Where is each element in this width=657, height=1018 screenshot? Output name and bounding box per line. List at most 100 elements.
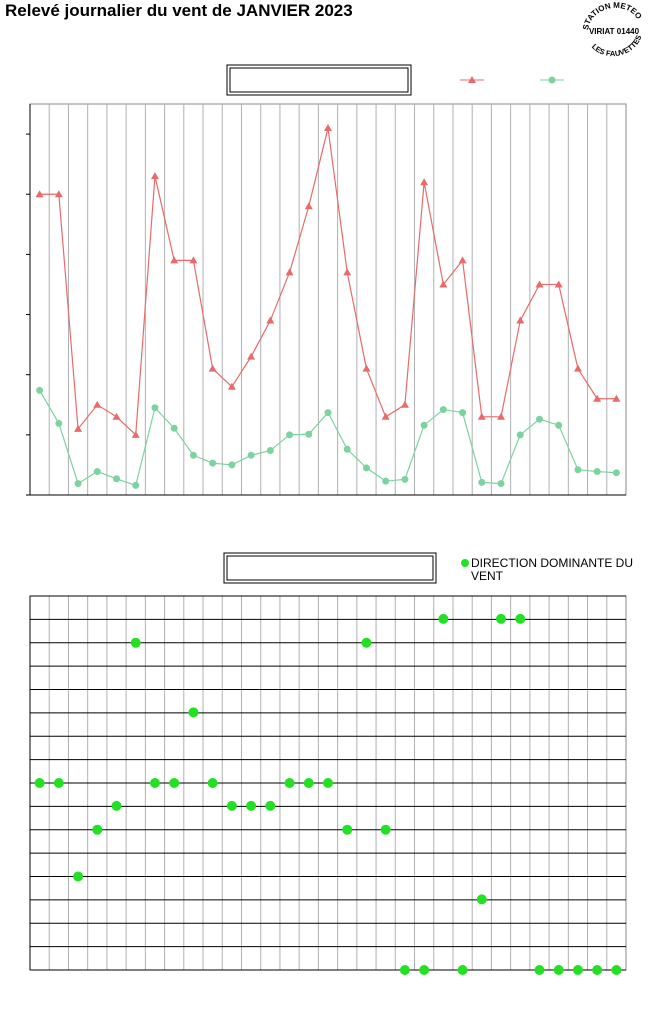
vent-moyen-point bbox=[574, 466, 582, 474]
rafale-point bbox=[593, 394, 602, 402]
direction-point bbox=[73, 871, 84, 882]
vent-moyen-point bbox=[324, 409, 332, 417]
rafale-point bbox=[304, 202, 313, 210]
vent-moyen-point bbox=[459, 409, 467, 417]
vent-moyen-point bbox=[228, 461, 236, 469]
vent-moyen-point bbox=[593, 468, 601, 476]
vent-moyen-point bbox=[286, 431, 294, 439]
vent-moyen-point bbox=[401, 475, 409, 483]
chart-title-inner-box bbox=[229, 67, 409, 93]
vent-moyen-point bbox=[439, 406, 447, 414]
direction-point bbox=[457, 965, 468, 975]
vent-moyen-point bbox=[612, 469, 620, 477]
direction-point bbox=[342, 824, 353, 835]
page-title: Relevé journalier du vent de JANVIER 202… bbox=[5, 1, 353, 20]
rafale-point bbox=[477, 412, 486, 420]
rafale-point bbox=[266, 316, 275, 324]
rafale-point bbox=[400, 400, 409, 408]
rafale-point bbox=[516, 316, 525, 324]
direction-point bbox=[611, 965, 622, 975]
rafale-point bbox=[497, 412, 506, 420]
station-stamp-logo: STATION METEO VIRIAT 01440 LES FAUVETTES bbox=[578, 2, 647, 60]
direction-point bbox=[572, 965, 583, 975]
vent-moyen-point bbox=[382, 477, 390, 485]
rafale-point bbox=[208, 364, 217, 372]
vent-moyen-point bbox=[497, 480, 505, 488]
rafale-point bbox=[343, 268, 352, 276]
chart-title-inner-box bbox=[226, 555, 434, 581]
vent-moyen-point bbox=[535, 415, 543, 423]
wind-direction-chart: DIRECTION DOMINANTE DU VENT bbox=[29, 552, 633, 975]
vent-moyen-point bbox=[247, 451, 255, 459]
legend-direction-marker bbox=[461, 559, 469, 567]
stamp-middle-text: VIRIAT 01440 bbox=[589, 27, 640, 36]
direction-point bbox=[419, 965, 430, 975]
rafale-point bbox=[150, 172, 159, 180]
rafale-point bbox=[573, 364, 582, 372]
vent-moyen-point bbox=[151, 404, 159, 412]
vent-moyen-point bbox=[362, 464, 370, 472]
direction-point bbox=[130, 637, 141, 648]
rafale-point bbox=[535, 280, 544, 288]
vent-moyen-point bbox=[189, 451, 197, 459]
rafale-point bbox=[381, 412, 390, 420]
rafale-point bbox=[324, 124, 332, 132]
direction-point bbox=[380, 824, 391, 835]
vent-moyen-point bbox=[478, 478, 486, 486]
rafale-point bbox=[439, 280, 448, 288]
plot-area bbox=[29, 103, 627, 496]
rafale-point bbox=[189, 256, 198, 264]
direction-point bbox=[553, 965, 564, 975]
vent-moyen-point bbox=[420, 421, 428, 429]
vent-moyen-point bbox=[266, 446, 274, 454]
rafale-point bbox=[35, 190, 44, 198]
direction-point bbox=[265, 800, 276, 811]
rafale-point bbox=[247, 352, 256, 360]
direction-point bbox=[207, 778, 218, 788]
vent-moyen-point bbox=[36, 386, 44, 394]
rafale-point bbox=[612, 394, 621, 402]
legend-vent-moyen-marker bbox=[548, 76, 556, 84]
rafale-point bbox=[420, 178, 429, 186]
direction-point bbox=[515, 613, 526, 624]
rafale-point bbox=[554, 280, 563, 288]
chart-title-box bbox=[226, 64, 412, 96]
rafale-point bbox=[458, 256, 467, 264]
vent-moyen-point bbox=[55, 419, 63, 427]
direction-point bbox=[284, 778, 295, 788]
direction-point bbox=[303, 778, 314, 788]
direction-point bbox=[92, 824, 103, 835]
rafale-point bbox=[54, 190, 63, 198]
vent-moyen-point bbox=[132, 481, 140, 489]
direction-point bbox=[496, 613, 507, 624]
rafale-point bbox=[93, 400, 102, 408]
chart-title-box bbox=[223, 552, 437, 584]
direction-point bbox=[169, 778, 180, 788]
vent-moyen-point bbox=[93, 468, 101, 476]
direction-point bbox=[438, 613, 449, 624]
rafale-point bbox=[285, 268, 294, 276]
vent-moyen-point bbox=[516, 431, 524, 439]
rafale-point bbox=[74, 424, 83, 432]
vent-moyen-point bbox=[113, 475, 121, 483]
direction-point bbox=[111, 800, 122, 811]
direction-point bbox=[476, 894, 487, 905]
direction-point bbox=[361, 637, 372, 648]
direction-point bbox=[323, 778, 333, 788]
direction-point bbox=[399, 965, 410, 975]
vent-moyen-point bbox=[305, 430, 313, 438]
direction-point bbox=[53, 778, 64, 788]
rafale-point bbox=[131, 430, 140, 438]
rafale-point bbox=[227, 382, 236, 390]
vent-moyen-point bbox=[170, 424, 178, 432]
vent-moyen-point bbox=[209, 459, 217, 467]
direction-point bbox=[592, 965, 603, 975]
wind-speed-chart bbox=[26, 64, 627, 496]
direction-point bbox=[534, 965, 545, 975]
direction-point bbox=[246, 800, 257, 811]
legend-direction-label: DIRECTION DOMINANTE DU VENT bbox=[471, 556, 633, 583]
vent-moyen-point bbox=[555, 421, 563, 429]
vent-moyen-point bbox=[343, 445, 351, 453]
rafale-point bbox=[112, 412, 121, 420]
direction-point bbox=[34, 778, 45, 788]
